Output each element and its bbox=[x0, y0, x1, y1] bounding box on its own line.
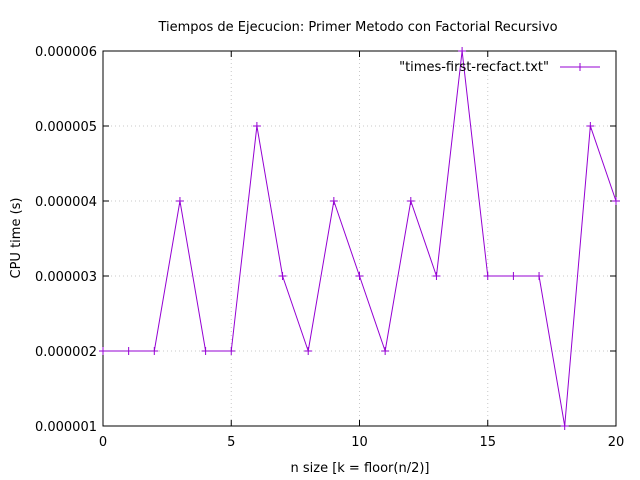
data-point-marker bbox=[227, 347, 236, 355]
data-point-marker bbox=[252, 122, 261, 130]
data-point-marker bbox=[483, 272, 492, 280]
y-axis-tick-labels: 0.000001 0.000002 0.000003 0.000004 0.000005… bbox=[35, 45, 97, 435]
y-tick-label: 0.000003 bbox=[35, 270, 97, 285]
data-point-marker bbox=[355, 272, 364, 280]
data-point-marker bbox=[124, 347, 133, 355]
data-point-marker bbox=[560, 422, 569, 430]
x-axis-tick-labels: 0 5 10 15 20 bbox=[99, 435, 624, 450]
data-point-marker bbox=[586, 122, 595, 130]
data-point-marker bbox=[304, 347, 313, 355]
data-point-marker bbox=[175, 197, 184, 205]
data-point-marker bbox=[535, 272, 544, 280]
data-point-marker bbox=[329, 197, 338, 205]
data-point-marker bbox=[432, 272, 441, 280]
data-point-marker bbox=[406, 197, 415, 205]
x-tick-label: 5 bbox=[227, 435, 235, 450]
x-tick-label: 20 bbox=[608, 435, 625, 450]
legend-label: "times-first-recfact.txt" bbox=[399, 60, 549, 75]
x-axis-label: n size [k = floor(n/2)] bbox=[290, 461, 429, 476]
legend-marker-sample bbox=[576, 63, 584, 71]
y-tick-label: 0.000004 bbox=[35, 195, 97, 210]
series-layer bbox=[99, 47, 620, 430]
y-tick-label: 0.000006 bbox=[35, 45, 97, 60]
data-point-marker bbox=[278, 272, 287, 280]
x-tick-label: 15 bbox=[479, 435, 496, 450]
y-tick-label: 0.000005 bbox=[35, 120, 97, 135]
data-point-marker bbox=[381, 347, 390, 355]
x-tick-label: 10 bbox=[351, 435, 368, 450]
data-point-marker bbox=[612, 197, 620, 205]
data-point-marker bbox=[509, 272, 518, 280]
x-tick-label: 0 bbox=[99, 435, 107, 450]
chart-title: Tiempos de Ejecucion: Primer Metodo con … bbox=[157, 20, 557, 35]
y-tick-label: 0.000001 bbox=[35, 420, 97, 435]
data-point-marker bbox=[201, 347, 210, 355]
data-point-marker bbox=[99, 347, 107, 355]
data-point-marker bbox=[458, 47, 467, 55]
y-axis-label: CPU time (s) bbox=[9, 198, 24, 279]
legend: "times-first-recfact.txt" bbox=[399, 60, 600, 75]
y-tick-label: 0.000002 bbox=[35, 345, 97, 360]
axis-ticks bbox=[102, 50, 617, 427]
data-point-marker bbox=[150, 347, 159, 355]
